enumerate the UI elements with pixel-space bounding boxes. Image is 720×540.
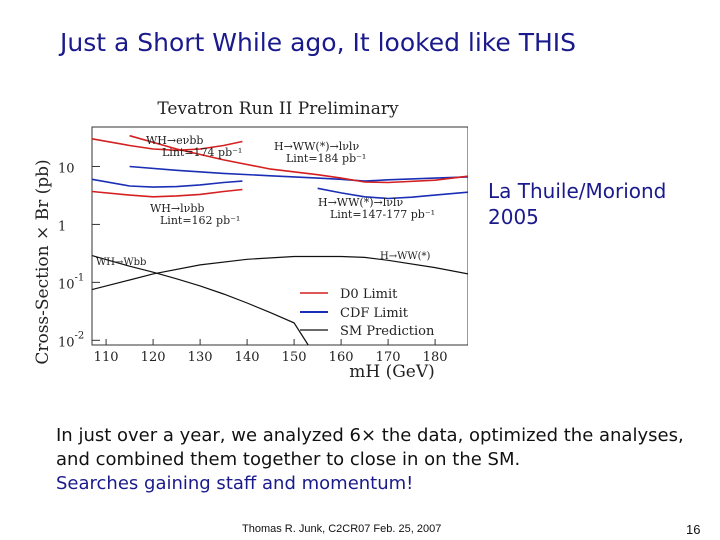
body-text: In just over a year, we analyzed 6× the … [56, 424, 706, 496]
chart-legend: D0 Limit CDF Limit SM Prediction [300, 287, 435, 339]
y-tick-label: 10-2 [58, 330, 84, 350]
footer-text: Thomas R. Junk, C2CR07 Feb. 25, 2007 [242, 523, 442, 535]
series-line-d0_wh_evbb [91, 138, 243, 152]
annotation-wh-evbb: WH→eνbb [146, 134, 203, 147]
series-line-d0_hww [129, 134, 469, 184]
series-line-sm_h_ww [91, 255, 469, 291]
x-tick-label: 180 [423, 350, 448, 365]
x-tick-label: 170 [376, 350, 401, 365]
x-tick-label: 150 [282, 350, 307, 365]
annotation-hww-147: H→WW(*)→lνlν [318, 196, 403, 209]
ticks-layer: 110 120 130 140 150 160 170 180 10 1 10-1 10-2 [58, 161, 448, 365]
side-note-line-1: La Thuile/Moriond [488, 179, 667, 203]
slide-title: Just a Short While ago, It looked like T… [60, 28, 577, 57]
y-axis-label: Cross-Section × Br (pb) [33, 159, 53, 364]
page-number: 16 [686, 522, 701, 537]
x-tick-label: 110 [94, 350, 119, 365]
series-line-d0_wh_lnubb [91, 188, 243, 198]
plot-frame [91, 126, 469, 346]
annotation-h-ww: H→WW(*) [380, 251, 431, 262]
chart-panel: Tevatron Run II Preliminary Cross-Sectio… [28, 92, 469, 392]
legend-label-d0: D0 Limit [340, 287, 398, 302]
x-tick-label: 160 [329, 350, 354, 365]
annotation-hww-184: H→WW(*)→lνlν [274, 140, 359, 153]
body-line-1: In just over a year, we analyzed 6× the … [56, 425, 684, 446]
x-tick-label: 130 [188, 350, 213, 365]
side-note: La Thuile/Moriond 2005 [488, 178, 666, 230]
body-line-2: and combined them together to close in o… [56, 449, 521, 470]
side-note-line-2: 2005 [488, 205, 539, 229]
y-tick-label: 10-1 [58, 272, 84, 292]
series-line-cdf_hww_147 [317, 187, 469, 200]
series-line-sm_wh_wbb [91, 255, 309, 346]
annotation-wh-evbb-lumi: Lint=174 pb⁻¹ [162, 146, 242, 159]
x-axis-label: mH (GeV) [349, 362, 435, 382]
annotation-hww-184-lumi: Lint=184 pb⁻¹ [286, 152, 366, 165]
annotation-wh-lvbb: WH→lνbb [150, 202, 204, 215]
annotation-wh-lvbb-lumi: Lint=162 pb⁻¹ [160, 214, 240, 227]
series-layer [91, 134, 469, 346]
body-line-3: Searches gaining staff and momentum! [56, 473, 414, 494]
y-tick-label: 1 [58, 219, 66, 234]
y-tick-label: 10 [58, 161, 75, 176]
chart-title: Tevatron Run II Preliminary [157, 99, 399, 119]
x-tick-label: 120 [141, 350, 166, 365]
series-line-cdf_hww_184 [129, 165, 469, 182]
series-line-cdf_wh_lnubb [91, 178, 243, 188]
legend-label-sm: SM Prediction [340, 324, 435, 339]
annotation-hww-147-lumi: Lint=147-177 pb⁻¹ [330, 208, 435, 221]
annotation-wh-wbb: WH→Wbb [96, 257, 146, 268]
chart-svg: Tevatron Run II Preliminary Cross-Sectio… [33, 99, 469, 382]
x-tick-label: 140 [235, 350, 260, 365]
legend-label-cdf: CDF Limit [340, 306, 409, 321]
